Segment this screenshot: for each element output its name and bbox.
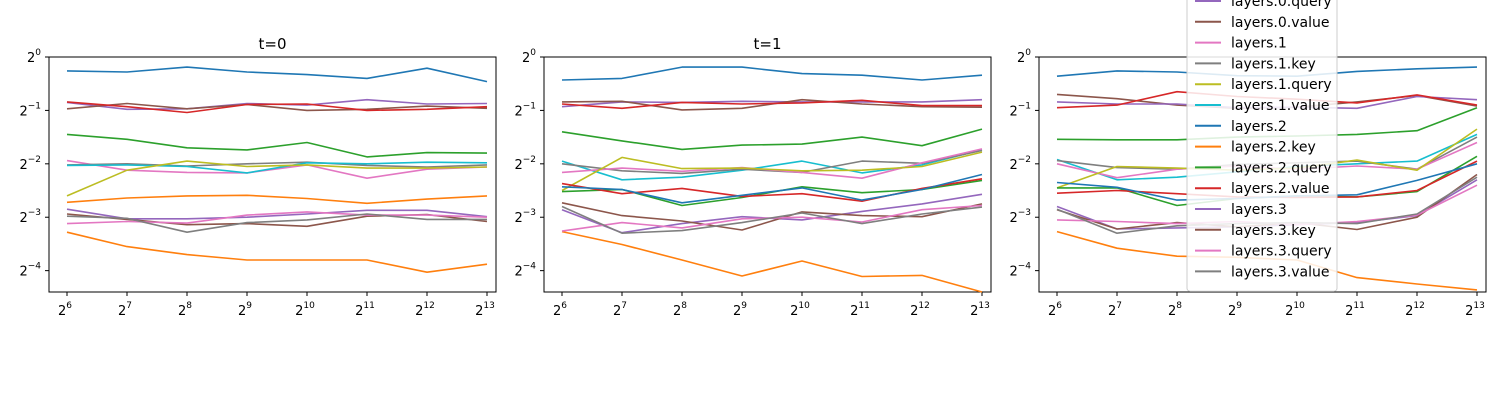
x-tick-label: 213: [1465, 301, 1485, 319]
series-line-layers-2: [561, 173, 983, 204]
panel-title: t=0: [259, 35, 287, 53]
plot-frame: [543, 56, 992, 293]
series-line-layers-3-value: [561, 205, 983, 234]
y-tick-label: 20: [522, 48, 536, 66]
legend-label: layers.2.query: [1231, 160, 1332, 176]
series-line-layers-2-query: [66, 133, 488, 158]
y-tick-label: 2−1: [514, 101, 536, 119]
x-tick-label: 26: [1048, 301, 1062, 319]
x-tick-label: 26: [58, 301, 72, 319]
y-tick-label: 2−2: [19, 155, 41, 173]
y-tick-label: 2−2: [1009, 155, 1031, 173]
series-line-layers-2-query: [561, 128, 983, 151]
legend-label: layers.3.query: [1231, 244, 1332, 260]
series-line-layers-2-key: [561, 230, 983, 293]
y-tick-label: 20: [27, 48, 41, 66]
series-line-layers-1-query: [561, 151, 983, 192]
legend-box: [1186, 0, 1338, 292]
series-line-layers-1-key: [66, 161, 488, 168]
x-tick-label: 211: [355, 301, 375, 319]
legend-label: layers.1.value: [1231, 98, 1329, 114]
y-tick-label: 2−4: [514, 262, 536, 280]
y-tick-label: 2−4: [19, 262, 41, 280]
x-tick-label: 28: [1168, 301, 1182, 319]
x-tick-label: 210: [1285, 301, 1305, 319]
x-tick-label: 212: [910, 301, 930, 319]
x-tick-label: 213: [970, 301, 990, 319]
legend-label: layers.3.value: [1231, 264, 1329, 280]
series-line-layers-2: [66, 66, 488, 83]
y-tick-label: 2−3: [19, 208, 41, 226]
series-line-layers-2-value: [66, 101, 488, 114]
y-tick-label: 2−1: [1009, 101, 1031, 119]
series-line-layers-3: [561, 193, 983, 234]
series-line-layers-1-query: [66, 160, 488, 197]
panel-2: t=1 20 2−1 2−2 2−3 2−4 26 27 28 29 210 211 212 213: [514, 35, 992, 319]
plot-frame: [48, 56, 497, 293]
x-tick-label: 211: [1345, 301, 1365, 319]
legend-label: layers.0.query: [1231, 0, 1332, 10]
x-tick-label: 211: [850, 301, 870, 319]
series-line-layers-3: [66, 208, 488, 220]
x-tick-label: 212: [415, 301, 435, 319]
x-tick-label: 210: [790, 301, 810, 319]
series-line-layers-0-value: [66, 102, 488, 112]
x-tick-label: 212: [1405, 301, 1425, 319]
x-tick-label: 29: [238, 301, 252, 319]
legend: layers.0.query layers.0.value layers.1 laye…: [1186, 0, 1338, 292]
y-tick-label: 2−3: [1009, 208, 1031, 226]
x-tick-label: 27: [613, 301, 627, 319]
panel-1: t=0 20 2−1 2−2 2−3 2−4 26 27 28 29 210 211 212 213: [19, 35, 497, 319]
legend-label: layers.0.value: [1231, 15, 1329, 31]
x-tick-label: 27: [118, 301, 132, 319]
x-tick-label: 28: [178, 301, 192, 319]
series-line-layers-3-query: [66, 211, 488, 225]
panel-title: t=1: [754, 35, 782, 53]
x-tick-label: 26: [553, 301, 567, 319]
y-tick-label: 20: [1017, 48, 1031, 66]
series-line-layers-2: [561, 66, 983, 81]
series-line-layers-1-value: [561, 149, 983, 181]
series-line-layers-1: [561, 148, 983, 179]
legend-label: layers.1.key: [1231, 56, 1316, 72]
x-tick-label: 29: [1228, 301, 1242, 319]
legend-label: layers.2.value: [1231, 181, 1329, 197]
series-line-layers-3-value: [66, 213, 487, 233]
series-line-layers-1-value: [66, 161, 488, 174]
series-line-layers-2-key: [66, 194, 488, 205]
y-tick-label: 2−4: [1009, 262, 1031, 280]
x-tick-label: 210: [295, 301, 315, 319]
legend-label: layers.3.key: [1231, 223, 1316, 239]
legend-label: layers.2.key: [1231, 140, 1316, 156]
x-tick-label: 27: [1108, 301, 1122, 319]
y-tick-label: 2−3: [514, 208, 536, 226]
legend-label: layers.2: [1231, 119, 1287, 135]
series-line-layers-2-value: [561, 99, 982, 110]
x-tick-label: 213: [475, 301, 495, 319]
y-tick-label: 2−2: [514, 155, 536, 173]
legend-label: layers.1.query: [1231, 77, 1332, 93]
legend-label: layers.3: [1231, 202, 1287, 218]
series-line-layers-1: [66, 159, 488, 179]
x-tick-label: 28: [673, 301, 687, 319]
y-tick-label: 2−1: [19, 101, 41, 119]
series-line-layers-3-key: [561, 202, 983, 231]
series-line-layers-2-key: [66, 231, 488, 274]
legend-label: layers.1: [1231, 36, 1287, 52]
x-tick-label: 29: [733, 301, 747, 319]
